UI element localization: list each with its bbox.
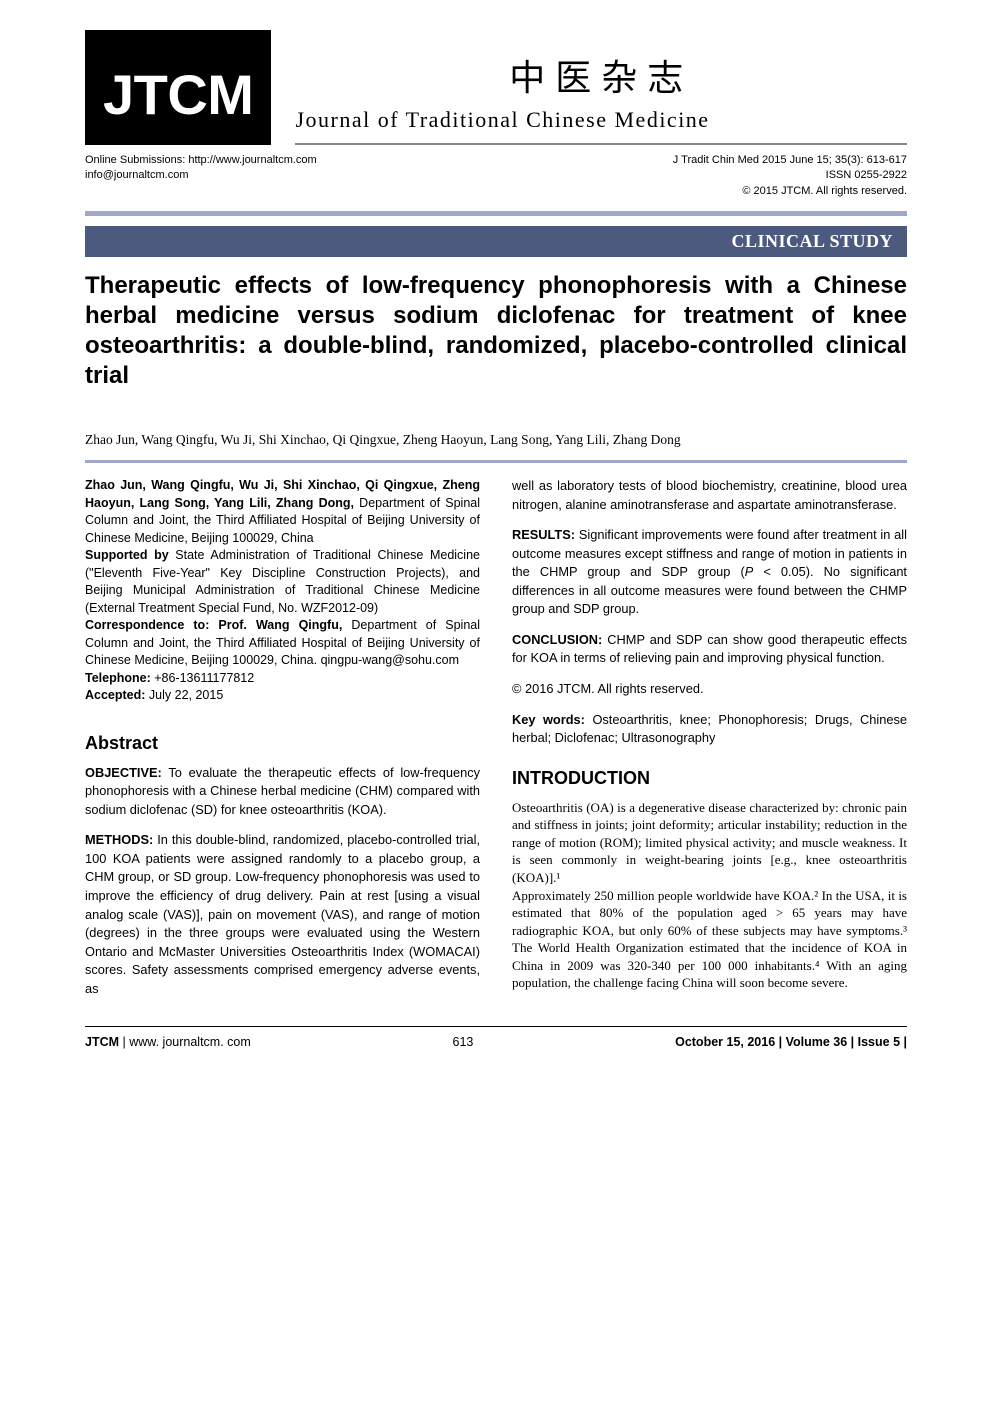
telephone-label: Telephone: <box>85 671 151 685</box>
section-banner: CLINICAL STUDY <box>85 226 907 257</box>
page-footer: JTCM | www. journaltcm. com 613 October … <box>85 1026 907 1049</box>
right-column: well as laboratory tests of blood bioche… <box>512 477 907 1010</box>
journal-chinese-title: 中医杂志 <box>295 49 907 101</box>
keywords: Key words: Osteoarthritis, knee; Phonoph… <box>512 711 907 748</box>
abstract-methods: METHODS: In this double-blind, randomize… <box>85 831 480 998</box>
left-column: Zhao Jun, Wang Qingfu, Wu Ji, Shi Xincha… <box>85 477 480 1010</box>
issn-line: ISSN 0255-2922 <box>673 168 907 183</box>
author-meta: Zhao Jun, Wang Qingfu, Wu Ji, Shi Xincha… <box>85 477 480 705</box>
introduction-heading: INTRODUCTION <box>512 766 907 791</box>
journal-english-title: Journal of Traditional Chinese Medicine <box>295 107 907 133</box>
footer-url: | www. journaltcm. com <box>119 1035 251 1049</box>
authors-rule <box>85 460 907 463</box>
supported-label: Supported by <box>85 548 169 562</box>
abstract-objective: OBJECTIVE: To evaluate the therapeutic e… <box>85 764 480 820</box>
intro-p1: Osteoarthritis (OA) is a degenerative di… <box>512 799 907 887</box>
telephone-text: +86-13611177812 <box>151 671 254 685</box>
results-p-value: P <box>745 564 754 579</box>
info-bar: Online Submissions: http://www.journaltc… <box>85 145 907 216</box>
journal-logo: JTCM <box>85 30 271 145</box>
citation-line: J Tradit Chin Med 2015 June 15; 35(3): 6… <box>673 153 907 168</box>
methods-text: In this double-blind, randomized, placeb… <box>85 832 480 995</box>
correspondence-label: Correspondence to: Prof. Wang Qingfu, <box>85 618 342 632</box>
abstract-heading: Abstract <box>85 731 480 756</box>
article-title: Therapeutic effects of low-frequency pho… <box>85 271 907 391</box>
methods-continued: well as laboratory tests of blood bioche… <box>512 477 907 514</box>
info-left: Online Submissions: http://www.journaltc… <box>85 153 317 199</box>
abstract-conclusion: CONCLUSION: CHMP and SDP can show good t… <box>512 631 907 668</box>
results-label: RESULTS: <box>512 527 575 542</box>
methods-label: METHODS: <box>85 832 153 847</box>
accepted-text: July 22, 2015 <box>145 688 223 702</box>
submission-url: Online Submissions: http://www.journaltc… <box>85 153 317 168</box>
intro-p2: Approximately 250 million people worldwi… <box>512 887 907 992</box>
accepted-label: Accepted: <box>85 688 145 702</box>
keywords-label: Key words: <box>512 712 585 727</box>
body-columns: Zhao Jun, Wang Qingfu, Wu Ji, Shi Xincha… <box>85 477 907 1010</box>
authors-line: Zhao Jun, Wang Qingfu, Wu Ji, Shi Xincha… <box>85 431 907 450</box>
abstract-copyright: © 2016 JTCM. All rights reserved. <box>512 680 907 699</box>
masthead: JTCM 中医杂志 Journal of Traditional Chinese… <box>85 30 907 145</box>
footer-left: JTCM | www. journaltcm. com <box>85 1035 251 1049</box>
footer-brand: JTCM <box>85 1035 119 1049</box>
journal-title-block: 中医杂志 Journal of Traditional Chinese Medi… <box>295 49 907 145</box>
footer-right: October 15, 2016 | Volume 36 | Issue 5 | <box>675 1035 907 1049</box>
footer-issue-info: October 15, 2016 | Volume 36 | Issue 5 | <box>675 1035 907 1049</box>
objective-label: OBJECTIVE: <box>85 765 162 780</box>
submission-email: info@journaltcm.com <box>85 168 317 183</box>
abstract-results: RESULTS: Significant improvements were f… <box>512 526 907 619</box>
info-right: J Tradit Chin Med 2015 June 15; 35(3): 6… <box>673 153 907 199</box>
copyright-line: © 2015 JTCM. All rights reserved. <box>673 184 907 199</box>
footer-page-number: 613 <box>453 1035 474 1049</box>
conclusion-label: CONCLUSION: <box>512 632 602 647</box>
